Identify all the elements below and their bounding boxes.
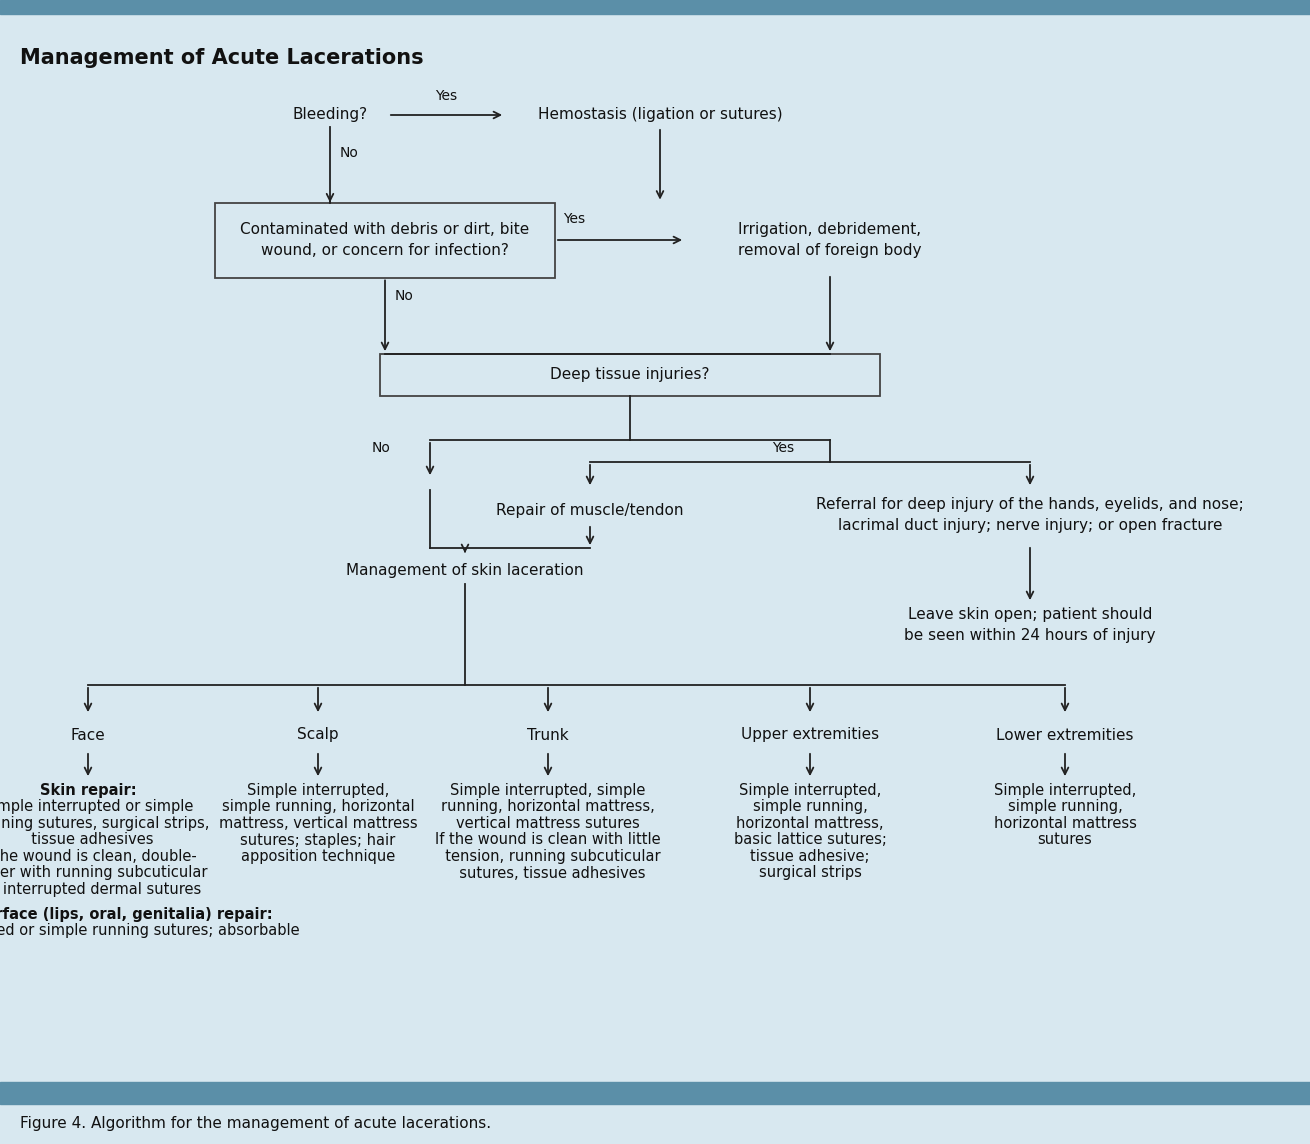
Text: Simple interrupted,: Simple interrupted, [739,782,882,799]
Text: simple running, horizontal: simple running, horizontal [221,800,414,815]
Text: Lower extremities: Lower extremities [996,728,1133,742]
Text: No: No [396,288,414,302]
Text: Yes: Yes [435,89,457,103]
Text: running sutures, surgical strips,: running sutures, surgical strips, [0,816,210,831]
Text: Simple interrupted,: Simple interrupted, [994,782,1136,799]
Text: tissue adhesives: tissue adhesives [22,833,153,848]
Text: If the wound is clean, double-: If the wound is clean, double- [0,849,196,864]
Text: Mucosal surface (lips, oral, genitalia) repair:: Mucosal surface (lips, oral, genitalia) … [0,907,272,922]
Text: sutures; staples; hair: sutures; staples; hair [240,833,396,848]
Bar [215,202,555,278]
Text: tissue adhesive;: tissue adhesive; [751,849,870,864]
Text: simple running,: simple running, [753,800,867,815]
Text: No: No [341,146,359,160]
Text: Management of Acute Lacerations: Management of Acute Lacerations [20,48,423,67]
Text: tension, running subcuticular: tension, running subcuticular [436,849,660,864]
Text: Simple interrupted,: Simple interrupted, [246,782,389,799]
Text: Skin repair:: Skin repair: [39,782,136,799]
Text: running, horizontal mattress,: running, horizontal mattress, [441,800,655,815]
Text: Repair of muscle/tendon: Repair of muscle/tendon [496,502,684,517]
Text: mattress, vertical mattress: mattress, vertical mattress [219,816,418,831]
Text: layer with running subcuticular: layer with running subcuticular [0,866,207,881]
Text: Simple interrupted or simple running sutures; absorbable: Simple interrupted or simple running sut… [0,923,299,938]
Text: apposition technique: apposition technique [241,849,396,864]
Text: Scalp: Scalp [297,728,339,742]
Text: Management of skin laceration: Management of skin laceration [346,563,584,578]
Text: Hemostasis (ligation or sutures): Hemostasis (ligation or sutures) [537,108,782,122]
Text: Irrigation, debridement,
removal of foreign body: Irrigation, debridement, removal of fore… [739,222,922,259]
Text: Trunk: Trunk [527,728,569,742]
Text: Yes: Yes [772,440,794,455]
Bar [0,0,1310,14]
Text: horizontal mattress: horizontal mattress [993,816,1137,831]
Text: sutures: sutures [1038,833,1093,848]
Text: Leave skin open; patient should
be seen within 24 hours of injury: Leave skin open; patient should be seen … [904,607,1155,643]
Text: simple running,: simple running, [1007,800,1123,815]
Text: basic lattice sutures;: basic lattice sutures; [734,833,887,848]
Text: Yes: Yes [563,212,586,227]
Text: Referral for deep injury of the hands, eyelids, and nose;
lacrimal duct injury; : Referral for deep injury of the hands, e… [816,496,1244,533]
Text: surgical strips: surgical strips [758,866,862,881]
Text: Upper extremities: Upper extremities [741,728,879,742]
Text: vertical mattress sutures: vertical mattress sutures [456,816,639,831]
Text: Simple interrupted or simple: Simple interrupted or simple [0,800,193,815]
Text: Bleeding?: Bleeding? [292,108,368,122]
Text: horizontal mattress,: horizontal mattress, [736,816,884,831]
Bar [380,353,880,396]
Text: sutures, tissue adhesives: sutures, tissue adhesives [451,866,646,881]
Text: Deep tissue injuries?: Deep tissue injuries? [550,367,710,382]
Text: Contaminated with debris or dirt, bite
wound, or concern for infection?: Contaminated with debris or dirt, bite w… [240,222,529,259]
Text: Face: Face [71,728,105,742]
Text: Simple interrupted, simple: Simple interrupted, simple [451,782,646,799]
Text: No: No [372,440,390,455]
Text: or interrupted dermal sutures: or interrupted dermal sutures [0,882,202,897]
Text: Figure 4. Algorithm for the management of acute lacerations.: Figure 4. Algorithm for the management o… [20,1117,491,1131]
Text: If the wound is clean with little: If the wound is clean with little [435,833,660,848]
Bar [0,1082,1310,1104]
